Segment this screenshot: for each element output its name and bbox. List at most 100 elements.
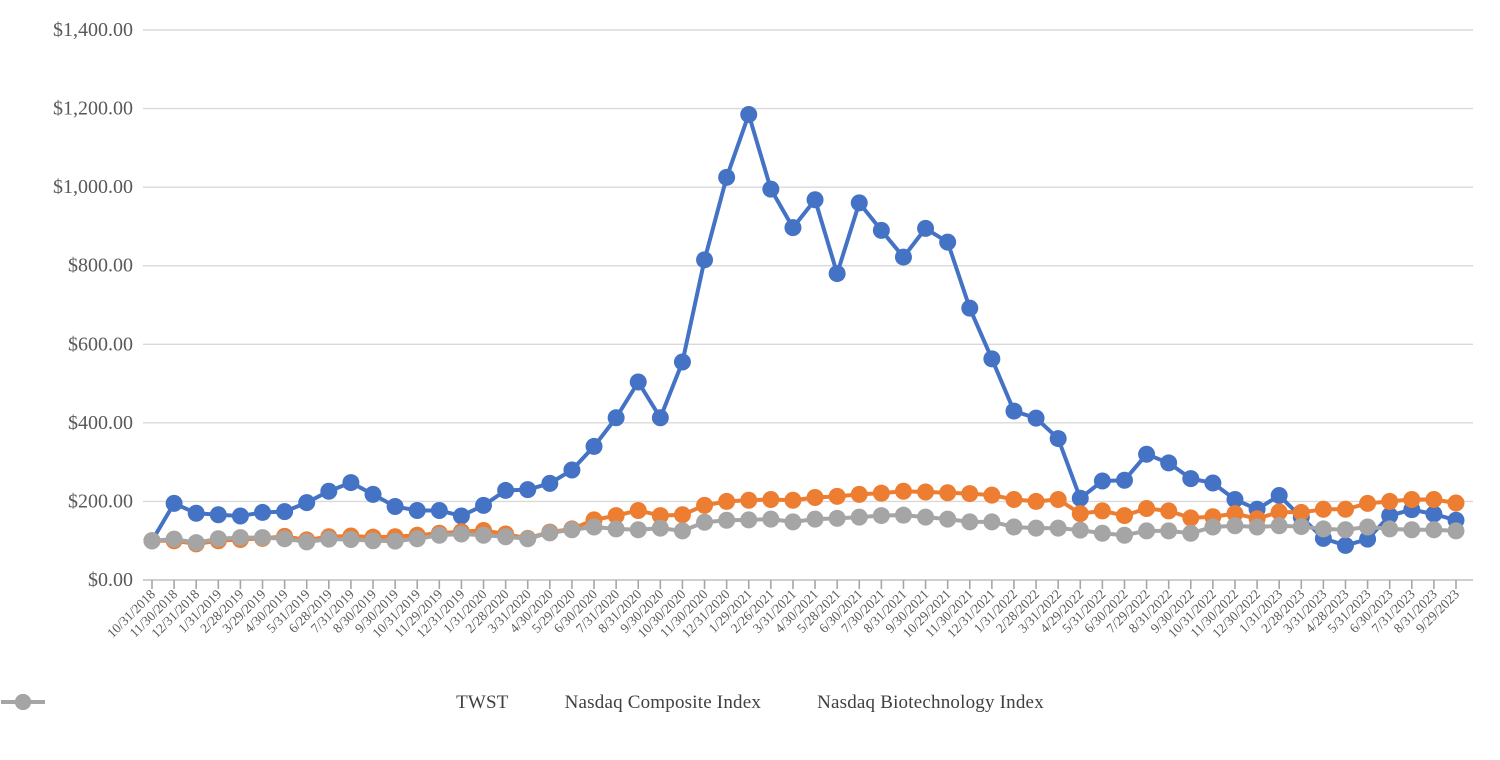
nasdaq-biotechnology-index-marker: [320, 530, 338, 548]
nasdaq-biotechnology-index-marker: [806, 510, 824, 528]
nasdaq-biotechnology-index-marker: [254, 529, 272, 547]
twst-marker: [209, 506, 227, 524]
nasdaq-biotechnology-index-marker: [1115, 526, 1133, 544]
nasdaq-biotechnology-index-marker: [1359, 518, 1377, 536]
y-axis-tick-label: $800.00: [68, 255, 133, 277]
nasdaq-biotechnology-index-marker: [718, 511, 736, 529]
nasdaq-biotechnology-index-marker: [1336, 521, 1354, 539]
twst-marker: [607, 409, 625, 427]
twst-marker: [1270, 487, 1288, 505]
y-axis-tick-label: $600.00: [68, 333, 133, 355]
y-axis-tick-label: $0.00: [88, 569, 133, 591]
twst-marker: [872, 221, 890, 239]
nasdaq-biotechnology-index-marker: [1425, 521, 1443, 539]
nasdaq-composite-index-marker: [629, 501, 647, 519]
nasdaq-biotechnology-index-marker: [673, 522, 691, 540]
nasdaq-biotechnology-index-marker: [563, 521, 581, 539]
twst-marker: [850, 194, 868, 212]
nasdaq-biotechnology-index-marker: [762, 510, 780, 528]
nasdaq-biotechnology-index-marker: [585, 518, 603, 536]
nasdaq-composite-index-marker: [828, 487, 846, 505]
twst-marker: [563, 461, 581, 479]
legend-marker-icon: [1, 694, 45, 710]
nasdaq-composite-index-marker: [1027, 492, 1045, 510]
nasdaq-biotechnology-index-marker: [850, 508, 868, 526]
nasdaq-composite-index-marker: [1226, 505, 1244, 523]
nasdaq-biotechnology-index-marker: [342, 531, 360, 549]
nasdaq-composite-index-marker: [917, 483, 935, 501]
nasdaq-biotechnology-index-marker: [629, 521, 647, 539]
nasdaq-biotechnology-index-marker: [187, 534, 205, 552]
nasdaq-biotechnology-index-marker: [1138, 522, 1156, 540]
twst-marker: [254, 503, 272, 521]
nasdaq-composite-index-marker: [1314, 500, 1332, 518]
twst-marker: [1093, 472, 1111, 490]
twst-marker: [364, 485, 382, 503]
nasdaq-biotechnology-index-marker: [209, 530, 227, 548]
twst-marker: [828, 265, 846, 283]
nasdaq-biotechnology-index-marker: [298, 533, 316, 551]
nasdaq-composite-index-marker: [1049, 490, 1067, 508]
nasdaq-composite-index-marker: [894, 482, 912, 500]
nasdaq-biotechnology-index-marker: [408, 530, 426, 548]
twst-marker: [320, 482, 338, 500]
nasdaq-composite-index-marker: [784, 491, 802, 509]
nasdaq-biotechnology-index-marker: [1005, 518, 1023, 536]
nasdaq-biotechnology-index-marker: [364, 532, 382, 550]
nasdaq-composite-index-marker: [651, 507, 669, 525]
y-axis-tick-label: $1,400.00: [53, 19, 133, 41]
twst-marker: [1336, 536, 1354, 554]
twst-marker: [298, 494, 316, 512]
twst-marker: [1182, 470, 1200, 488]
nasdaq-biotechnology-index-marker: [1447, 522, 1465, 540]
nasdaq-biotechnology-index-marker: [276, 530, 294, 548]
nasdaq-composite-index-marker: [1005, 490, 1023, 508]
twst-marker: [541, 474, 559, 492]
nasdaq-biotechnology-index-marker: [1292, 518, 1310, 536]
nasdaq-composite-index-marker: [1138, 500, 1156, 517]
legend-label: Nasdaq Composite Index: [564, 692, 762, 713]
nasdaq-composite-index-marker: [939, 484, 957, 502]
nasdaq-biotechnology-index-marker: [1381, 520, 1399, 538]
legend-item-nasdaq-biotechnology-index: Nasdaq Biotechnology Index: [1, 692, 1044, 714]
nasdaq-biotechnology-index-marker: [828, 509, 846, 527]
nasdaq-composite-index-marker: [1292, 503, 1310, 521]
nasdaq-biotechnology-index-marker: [475, 526, 493, 544]
nasdaq-composite-index-marker: [1160, 502, 1178, 520]
nasdaq-biotechnology-index-marker: [1049, 519, 1067, 537]
twst-marker: [342, 474, 360, 492]
nasdaq-biotechnology-index-marker: [165, 530, 183, 548]
twst-marker: [961, 299, 979, 317]
twst-marker: [187, 504, 205, 522]
nasdaq-biotechnology-index-marker: [983, 513, 1001, 531]
nasdaq-composite-index-marker: [1359, 494, 1377, 512]
twst-marker: [231, 507, 249, 525]
twst-marker: [740, 105, 758, 123]
legend-item-twst: TWST: [1, 692, 509, 714]
twst-marker: [629, 373, 647, 391]
twst-marker: [1049, 430, 1067, 448]
nasdaq-composite-index-marker: [1425, 490, 1443, 508]
nasdaq-biotechnology-index-marker: [651, 519, 669, 537]
nasdaq-biotechnology-index-marker: [1204, 518, 1222, 536]
plot-area: $0.00 $200.00 $400.00 $600.00 $800.00 $1,000.…: [53, 19, 1473, 641]
twst-marker: [673, 353, 691, 371]
nasdaq-biotechnology-index-marker: [1093, 524, 1111, 542]
nasdaq-composite-index-marker: [1071, 505, 1089, 523]
nasdaq-biotechnology-index-marker: [1160, 522, 1178, 540]
nasdaq-biotechnology-index-marker: [386, 532, 404, 550]
nasdaq-composite-index-marker: [762, 490, 780, 508]
twst-marker: [762, 180, 780, 198]
legend-item-nasdaq-composite-index: Nasdaq Composite Index: [1, 692, 762, 714]
twst-marker: [939, 233, 957, 251]
nasdaq-composite-index-marker: [1270, 503, 1288, 521]
twst-marker: [1381, 507, 1399, 525]
twst-marker: [519, 481, 537, 499]
nasdaq-composite-index-marker: [872, 484, 890, 502]
nasdaq-biotechnology-index-marker: [143, 532, 161, 550]
legend: TWST Nasdaq Composite Index Nasdaq Biotech…: [0, 692, 1500, 714]
nasdaq-composite-index-marker: [850, 485, 868, 503]
nasdaq-biotechnology-index-marker: [961, 513, 979, 531]
twst-marker: [1027, 409, 1045, 427]
twst-marker: [651, 409, 669, 427]
